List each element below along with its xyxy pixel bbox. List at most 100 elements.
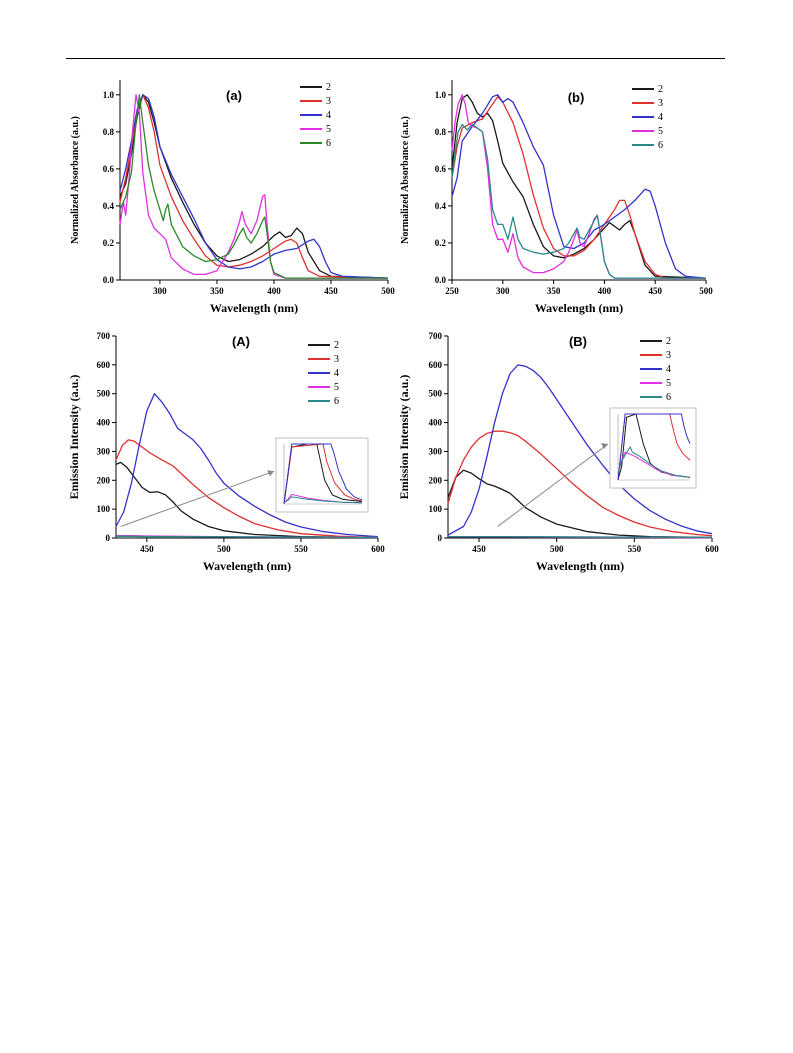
series-line-2 [115, 461, 379, 539]
legend-label: 5 [326, 124, 331, 135]
x-tick-label: 600 [371, 544, 385, 554]
x-tick-label: 350 [210, 286, 224, 296]
x-tick-label: 500 [699, 286, 713, 296]
legend-label: 4 [666, 364, 671, 375]
legend-label: 2 [658, 84, 663, 95]
inset-arrow [120, 470, 275, 527]
legend-label: 4 [334, 368, 339, 379]
series-line-6 [119, 94, 388, 279]
legend-label: 5 [334, 382, 339, 393]
panel-label: (b) [568, 90, 585, 105]
y-tick-label: 0.2 [435, 238, 447, 248]
page-header-rule [66, 58, 725, 59]
y-tick-label: 500 [97, 389, 111, 399]
inset-series-line-3 [283, 443, 363, 505]
x-axis-label: Wavelength (nm) [536, 559, 624, 573]
legend-label: 3 [334, 354, 339, 365]
panel-label: (a) [226, 88, 242, 103]
legend-label: 3 [666, 350, 671, 361]
y-tick-label: 300 [429, 446, 443, 456]
legend-label: 4 [658, 112, 663, 123]
y-tick-label: 0.6 [435, 164, 447, 174]
inset-series-line-5 [617, 451, 691, 478]
y-tick-label: 0.8 [103, 127, 115, 137]
series-line-4 [119, 94, 389, 279]
y-tick-label: 200 [97, 475, 111, 485]
series-line-4 [451, 94, 707, 279]
y-tick-label: 600 [429, 360, 443, 370]
inset-series-line-4 [283, 443, 363, 505]
legend-label: 5 [658, 126, 663, 137]
x-tick-label: 300 [153, 286, 167, 296]
y-tick-label: 500 [429, 389, 443, 399]
x-tick-label: 500 [217, 544, 231, 554]
absorbance-chart-a: 300 350 400 450 500 0.0 0.2 0.4 0.6 0.8 1.0 Wavelen… [70, 80, 395, 315]
inset-series-line-6 [617, 445, 691, 478]
y-tick-label: 1.0 [435, 90, 447, 100]
y-tick-label: 200 [429, 475, 443, 485]
y-tick-label: 0 [106, 533, 111, 543]
emission-chart-B: 450 500 550 600 0 100 200 300 400 500 600 700 Wavele… [397, 331, 719, 573]
x-axis-label: Wavelength (nm) [210, 301, 298, 315]
y-axis-label: Normalized Absorbance (a.u.) [70, 116, 81, 244]
inset-arrow-head [267, 470, 274, 477]
y-tick-label: 400 [97, 418, 111, 428]
x-tick-label: 600 [705, 544, 719, 554]
legend-label: 2 [326, 82, 331, 93]
legend-label: 6 [658, 140, 663, 151]
x-axis-label: Wavelength (nm) [203, 559, 291, 573]
y-tick-label: 0.4 [103, 201, 115, 211]
legend-label: 3 [326, 96, 331, 107]
inset-arrow [497, 443, 609, 527]
panel-label: (B) [569, 334, 587, 349]
y-tick-label: 1.0 [103, 90, 115, 100]
x-tick-label: 450 [324, 286, 338, 296]
series-line-3 [119, 94, 389, 279]
x-axis-label: Wavelength (nm) [535, 301, 623, 315]
y-tick-label: 0.6 [103, 164, 115, 174]
inset-series-line-4 [617, 413, 691, 481]
y-tick-label: 400 [429, 418, 443, 428]
series-line-2 [447, 469, 713, 539]
y-tick-label: 0.0 [103, 275, 115, 285]
y-tick-label: 0.4 [435, 201, 447, 211]
x-tick-label: 450 [140, 544, 154, 554]
y-tick-label: 700 [429, 331, 443, 341]
series-line-3 [447, 430, 713, 537]
y-tick-label: 100 [97, 504, 111, 514]
series-line-6 [451, 123, 706, 279]
series-line-3 [115, 439, 379, 539]
y-tick-label: 0 [438, 533, 443, 543]
x-tick-label: 550 [294, 544, 308, 554]
series-line-4 [115, 393, 379, 538]
legend-label: 6 [326, 138, 331, 149]
y-tick-label: 0.0 [435, 275, 447, 285]
legend-label: 4 [326, 110, 331, 121]
series-line-4 [447, 364, 713, 536]
legend-label: 2 [334, 340, 339, 351]
y-axis-label: Emission Intensity (a.u.) [67, 375, 81, 500]
legend-label: 5 [666, 378, 671, 389]
x-tick-label: 400 [598, 286, 612, 296]
panel-label: (A) [232, 334, 250, 349]
series-line-5 [119, 94, 388, 279]
x-tick-label: 350 [547, 286, 561, 296]
x-tick-label: 500 [381, 286, 395, 296]
x-tick-label: 450 [648, 286, 662, 296]
absorbance-chart-b: 250 300 350 400 450 500 0.0 0.2 0.4 0.6 0.8 1.0 Wave… [400, 80, 713, 315]
inset-series-line-6 [283, 496, 363, 504]
x-tick-label: 300 [496, 286, 510, 296]
x-tick-label: 500 [550, 544, 564, 554]
y-tick-label: 700 [97, 331, 111, 341]
y-tick-label: 300 [97, 446, 111, 456]
emission-chart-A: 450 500 550 600 0 100 200 300 400 500 600 700 Wavele… [67, 331, 385, 573]
series-line-2 [451, 94, 707, 279]
y-axis-label: Emission Intensity (a.u.) [397, 375, 411, 500]
series-line-3 [451, 96, 706, 279]
y-tick-label: 0.8 [435, 127, 447, 137]
legend-label: 2 [666, 336, 671, 347]
series-line-2 [119, 94, 389, 279]
x-tick-label: 400 [267, 286, 281, 296]
series-line-6 [116, 535, 379, 539]
x-tick-label: 550 [628, 544, 642, 554]
